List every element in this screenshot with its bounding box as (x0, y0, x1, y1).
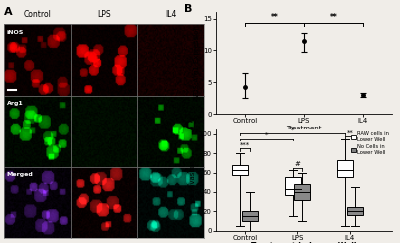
Text: B: B (184, 4, 193, 14)
Text: A: A (4, 7, 13, 17)
Text: *: * (265, 132, 268, 138)
Bar (337, 160, 353, 177)
Bar (347, 207, 362, 215)
Text: Merged: Merged (7, 172, 34, 177)
Text: IL4: IL4 (165, 10, 176, 19)
Text: C: C (184, 121, 192, 131)
Text: **: ** (330, 13, 337, 22)
Y-axis label: iNOS:Arg1 Expression: iNOS:Arg1 Expression (194, 25, 200, 101)
Text: LPS: LPS (97, 10, 111, 19)
Text: **: ** (346, 129, 353, 135)
Text: Arg1: Arg1 (7, 101, 24, 106)
Text: ***: *** (240, 142, 250, 148)
Bar (242, 211, 258, 221)
Bar (285, 177, 300, 195)
Text: *: * (291, 126, 294, 132)
Text: iNOS: iNOS (7, 30, 24, 35)
Text: Control: Control (23, 10, 51, 19)
Legend: RAW cells in
Lower Well, No Cells in
Lower Well: RAW cells in Lower Well, No Cells in Low… (350, 131, 389, 155)
Text: **: ** (271, 13, 278, 22)
Text: #: # (294, 161, 300, 167)
Y-axis label: % Invasion: % Invasion (190, 161, 196, 199)
Bar (232, 165, 248, 175)
X-axis label: Treatment: Treatment (286, 126, 322, 132)
Bar (294, 184, 310, 200)
